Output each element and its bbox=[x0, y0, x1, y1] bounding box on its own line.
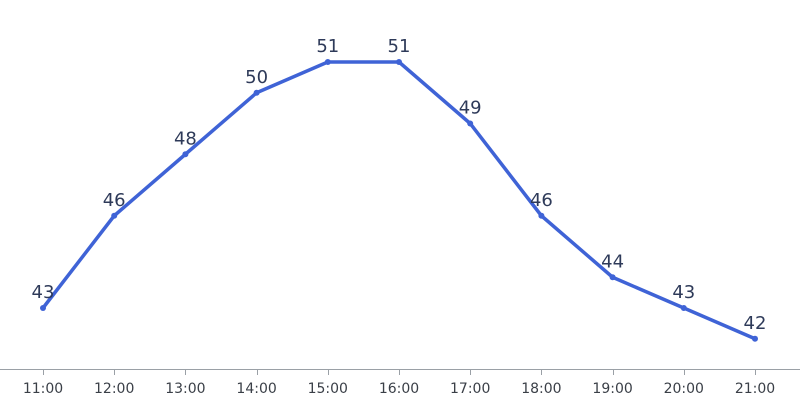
data-label: 43 bbox=[672, 282, 695, 303]
data-label: 46 bbox=[103, 190, 126, 211]
data-point bbox=[182, 151, 189, 158]
data-point bbox=[396, 59, 402, 65]
data-label: 48 bbox=[174, 128, 197, 149]
data-point bbox=[680, 305, 687, 311]
data-label: 49 bbox=[459, 98, 482, 119]
x-tick-label: 12:00 bbox=[94, 381, 134, 397]
data-point bbox=[609, 274, 616, 281]
data-labels: 43 46 48 50 51 51 49 46 44 43 42 bbox=[32, 36, 767, 334]
data-point bbox=[111, 212, 118, 219]
data-point bbox=[538, 212, 545, 219]
x-tick-label: 13:00 bbox=[165, 381, 205, 397]
data-point bbox=[253, 89, 260, 96]
x-tick-label: 14:00 bbox=[236, 381, 276, 397]
x-axis-ticks bbox=[43, 369, 756, 375]
x-tick-label: 15:00 bbox=[308, 381, 348, 397]
x-axis-tick-labels: 11:00 12:00 13:00 14:00 15:00 16:00 17:00 18:00… bbox=[23, 381, 775, 397]
data-label: 51 bbox=[388, 36, 411, 57]
data-point bbox=[40, 305, 46, 311]
data-points bbox=[40, 59, 758, 342]
x-tick-label: 16:00 bbox=[379, 381, 419, 397]
data-label: 42 bbox=[744, 313, 767, 334]
x-tick-label: 21:00 bbox=[735, 381, 775, 397]
data-label: 43 bbox=[32, 282, 55, 303]
x-tick-label: 19:00 bbox=[592, 381, 632, 397]
data-point bbox=[752, 335, 758, 342]
data-label: 51 bbox=[316, 36, 339, 57]
x-tick-label: 20:00 bbox=[664, 381, 704, 397]
x-tick-label: 18:00 bbox=[521, 381, 561, 397]
data-point bbox=[467, 120, 474, 127]
x-tick-label: 17:00 bbox=[450, 381, 490, 397]
series-line bbox=[41, 60, 757, 341]
x-tick-label: 11:00 bbox=[23, 381, 63, 397]
data-point bbox=[324, 59, 331, 65]
data-label: 50 bbox=[245, 67, 268, 88]
data-label: 46 bbox=[530, 190, 553, 211]
data-label: 44 bbox=[601, 251, 624, 272]
